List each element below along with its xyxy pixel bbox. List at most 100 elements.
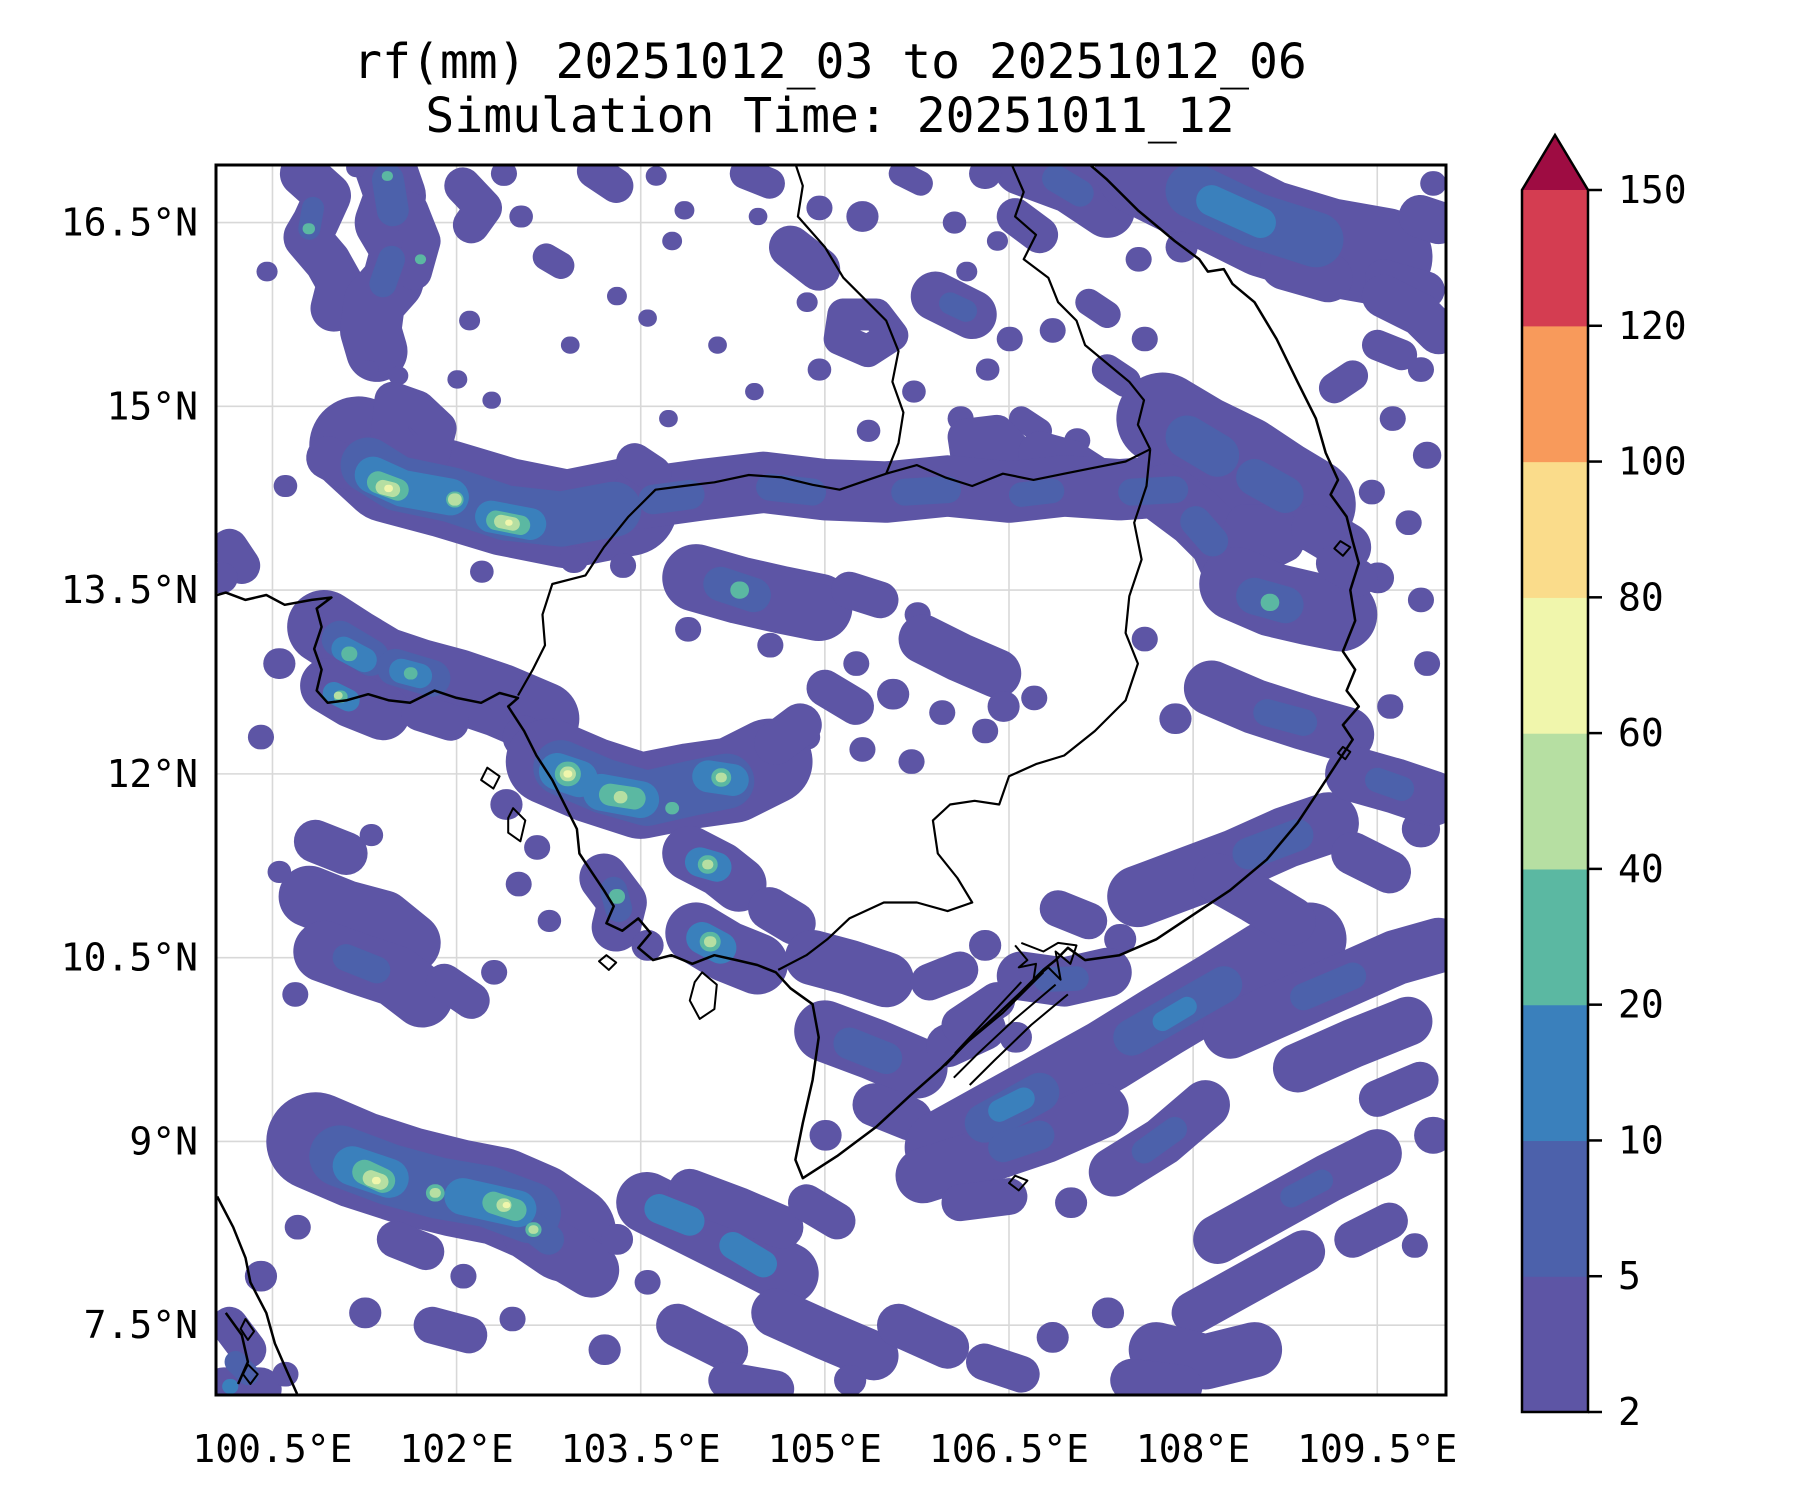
x-axis-labels: 100.5°E 102°E 103.5°E 105°E 106.5°E 108°E 109.… bbox=[192, 1427, 1457, 1471]
y-tick-label: 12°N bbox=[106, 752, 198, 796]
rain-cell-level-5 bbox=[1253, 699, 1318, 736]
y-tick-label: 7.5°N bbox=[84, 1303, 198, 1347]
x-tick-label: 102°E bbox=[399, 1427, 513, 1471]
colorbar-tick-label: 60 bbox=[1618, 711, 1664, 755]
rain-cell-level-2 bbox=[425, 963, 490, 1019]
rain-cell-level-2 bbox=[616, 443, 672, 493]
island-outline bbox=[1337, 745, 1352, 761]
x-tick-label: 103.5°E bbox=[561, 1427, 721, 1471]
rain-cell-level-2 bbox=[823, 298, 909, 368]
rain-cell-level-5 bbox=[1290, 962, 1367, 1011]
colorbar-segment bbox=[1522, 1140, 1588, 1277]
rain-cell-level-5 bbox=[1236, 459, 1304, 513]
colorbar-tick-label: 10 bbox=[1618, 1118, 1664, 1162]
colorbar-segment bbox=[1522, 1276, 1588, 1413]
rain-cell-level-2 bbox=[729, 165, 785, 199]
rain-cell-level-5 bbox=[988, 1120, 1055, 1163]
rain-cell-level-5 bbox=[1280, 1169, 1334, 1208]
rain-cell-level-2 bbox=[941, 982, 1016, 1044]
colorbar-segment bbox=[1522, 1004, 1588, 1142]
y-tick-label: 13.5°N bbox=[61, 568, 198, 612]
rain-cell-level-2 bbox=[576, 165, 634, 203]
rain-cell-level-2 bbox=[910, 951, 979, 1001]
colorbar-tick-label: 40 bbox=[1618, 847, 1664, 891]
x-tick-label: 105°E bbox=[768, 1427, 882, 1471]
rain-cell-level-2 bbox=[941, 1178, 1028, 1222]
rain-cell-level-2 bbox=[769, 225, 841, 291]
island-outline bbox=[1333, 540, 1352, 557]
rain-cell-level-10 bbox=[644, 1194, 705, 1236]
colorbar-segment bbox=[1522, 190, 1588, 327]
rain-cell-level-2 bbox=[708, 1361, 795, 1395]
chart-title: rf(mm) 20251012_03 to 20251012_06 bbox=[353, 34, 1307, 90]
y-axis-labels: 16.5°N 15°N 13.5°N 12°N 10.5°N 9°N 7.5°N bbox=[61, 201, 198, 1348]
border-line bbox=[517, 472, 887, 697]
rain-cell-level-2 bbox=[1193, 853, 1316, 946]
colorbar-outline bbox=[1520, 132, 1590, 1414]
rain-cell-level-2 bbox=[1318, 360, 1369, 404]
y-tick-label: 16.5°N bbox=[61, 201, 198, 245]
rain-cell-level-5 bbox=[1165, 415, 1240, 477]
map-frame bbox=[214, 163, 1448, 1397]
colorbar-tick-label: 100 bbox=[1618, 440, 1687, 484]
island-outline bbox=[480, 766, 501, 790]
rain-cell-level-2 bbox=[216, 528, 261, 584]
rain-cell-level-2 bbox=[1334, 1202, 1408, 1258]
rain-cell-level-2 bbox=[1331, 832, 1411, 894]
colorbar: 2 5 10 20 40 60 80 100 120 150 bbox=[1520, 132, 1687, 1434]
rain-cell-level-2 bbox=[1358, 1061, 1439, 1117]
rain-cell-level-2 bbox=[656, 1303, 749, 1372]
colorbar-tick-label: 120 bbox=[1618, 304, 1687, 348]
river-channel bbox=[944, 971, 1045, 1067]
x-tick-label: 109.5°E bbox=[1297, 1427, 1457, 1471]
rain-cell-level-2 bbox=[370, 381, 457, 474]
x-tick-label: 100.5°E bbox=[192, 1427, 352, 1471]
rain-cell-level-2 bbox=[1398, 195, 1446, 245]
chart-subtitle: Simulation Time: 20251011_12 bbox=[425, 88, 1234, 144]
rain-cell-level-2 bbox=[1128, 1322, 1283, 1390]
rain-cell-level-2 bbox=[1039, 890, 1108, 940]
rain-cell-level-5 bbox=[1009, 478, 1065, 507]
colorbar-tick-label: 20 bbox=[1618, 983, 1664, 1027]
colorbar-segment bbox=[1522, 868, 1588, 1006]
colorbar-segment bbox=[1522, 461, 1588, 598]
rain-cell-level-5 bbox=[224, 1350, 259, 1386]
rain-cell-level-2 bbox=[1171, 1230, 1326, 1335]
rain-cell-level-2 bbox=[278, 865, 441, 974]
rain-cell-level-2 bbox=[1009, 406, 1052, 444]
y-tick-label: 10.5°N bbox=[61, 936, 198, 980]
rain-cell-level-2 bbox=[966, 1343, 1040, 1393]
island-outline bbox=[242, 1363, 259, 1385]
islands bbox=[239, 540, 1352, 1385]
colorbar-segment bbox=[1522, 325, 1588, 463]
y-tick-label: 9°N bbox=[129, 1119, 198, 1163]
y-tick-label: 15°N bbox=[106, 384, 198, 428]
rain-cell-level-2 bbox=[293, 819, 368, 875]
rain-cell-level-5 bbox=[1118, 476, 1189, 506]
island-outline bbox=[239, 1318, 256, 1341]
border-line bbox=[1010, 165, 1152, 450]
rain-cell-level-2 bbox=[1091, 354, 1141, 398]
rain-cell-level-5 bbox=[371, 165, 409, 227]
x-tick-label: 108°E bbox=[1136, 1427, 1250, 1471]
rain-cell-level-2 bbox=[532, 243, 575, 279]
rain-cell-level-2 bbox=[1260, 240, 1353, 303]
rain-cell-level-10 bbox=[1152, 996, 1197, 1032]
island-outline bbox=[1008, 1174, 1029, 1192]
rain-cell-level-5 bbox=[1042, 165, 1094, 207]
rain-cell-level-2 bbox=[1361, 274, 1446, 355]
rain-cell-level-5 bbox=[369, 245, 405, 298]
rain-cell-level-5 bbox=[638, 479, 705, 515]
rain-cell-level-5 bbox=[833, 1027, 903, 1075]
rain-cell-level-2 bbox=[806, 669, 874, 725]
rain-cell-level-5 bbox=[1180, 506, 1229, 557]
rain-cell-level-2 bbox=[413, 1306, 488, 1354]
colorbar-tick-label: 5 bbox=[1618, 1254, 1641, 1298]
island-outline bbox=[598, 954, 618, 971]
rain-cell-level-2 bbox=[376, 1221, 445, 1271]
rain-cell-level-2 bbox=[877, 1303, 970, 1369]
rain-cell-level-10 bbox=[1196, 185, 1276, 238]
rain-cell-level-2 bbox=[1110, 1358, 1203, 1395]
rain-cell-level-2 bbox=[785, 930, 914, 1008]
